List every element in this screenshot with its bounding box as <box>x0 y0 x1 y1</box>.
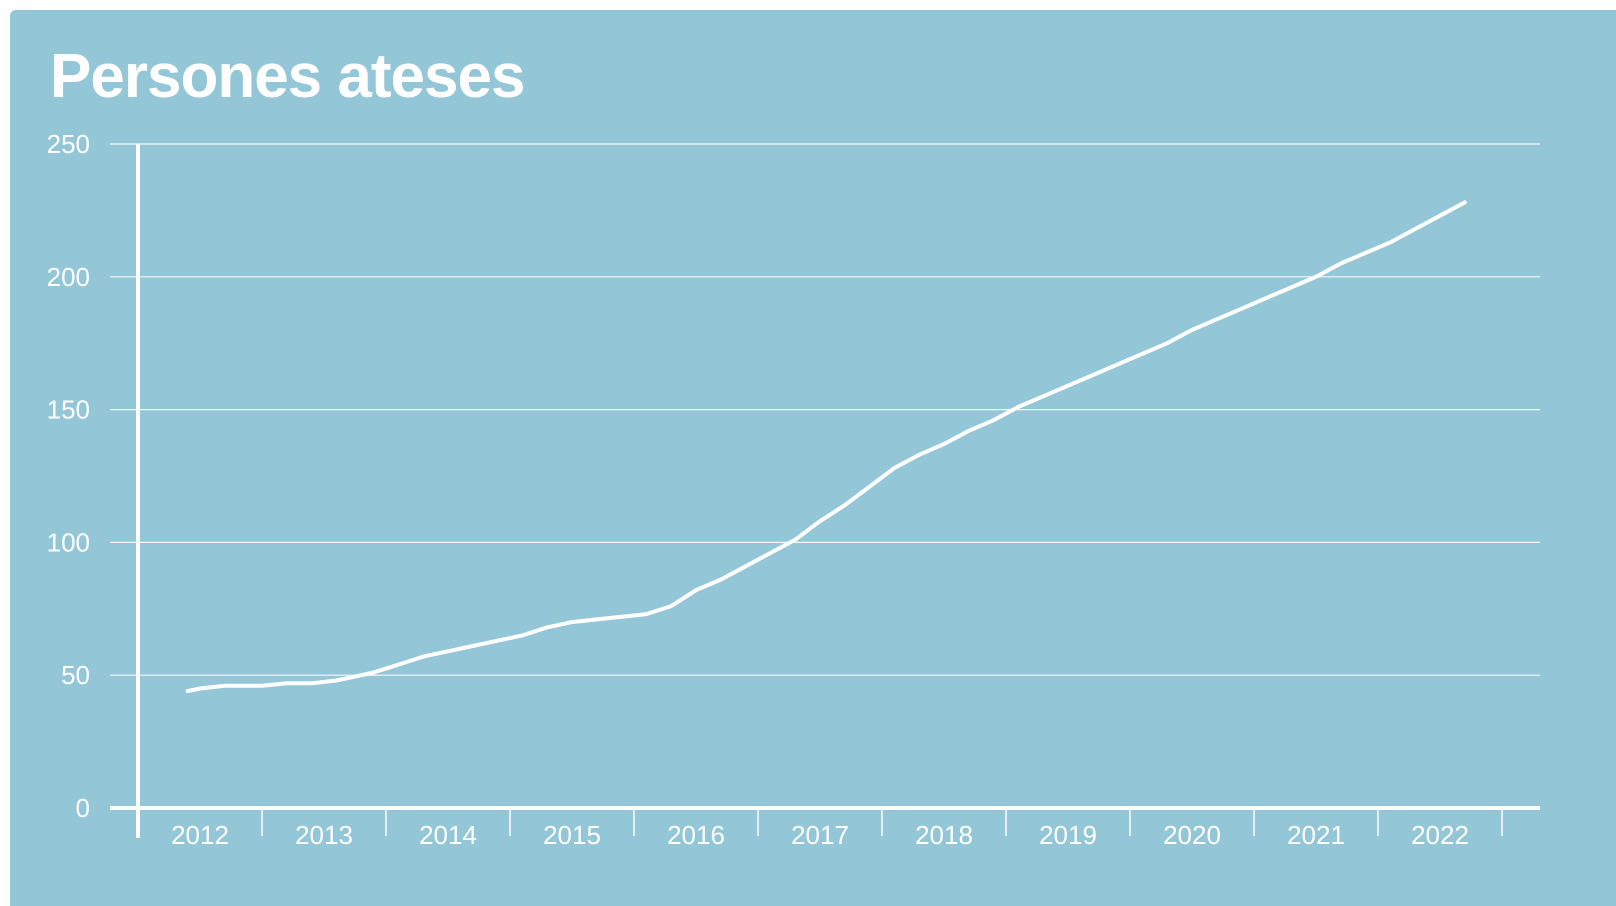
y-tick-label: 100 <box>47 527 90 557</box>
x-tick-label: 2012 <box>171 820 229 850</box>
y-tick-label: 150 <box>47 395 90 425</box>
x-tick-label: 2015 <box>543 820 601 850</box>
y-tick-label: 50 <box>61 660 90 690</box>
x-tick-label: 2022 <box>1411 820 1469 850</box>
x-tick-label: 2017 <box>791 820 849 850</box>
x-tick-label: 2021 <box>1287 820 1345 850</box>
series-line <box>185 200 1467 694</box>
y-tick-label: 250 <box>47 129 90 159</box>
x-tick-label: 2014 <box>419 820 477 850</box>
gridlines <box>110 143 1540 676</box>
x-tick-marks <box>261 808 1503 836</box>
x-tick-label: 2019 <box>1039 820 1097 850</box>
x-tick-label: 2013 <box>295 820 353 850</box>
chart-panel: Persones ateses 0 50 100 150 200 250 2012 2013… <box>10 10 1616 906</box>
y-tick-label: 200 <box>47 262 90 292</box>
line-chart: 0 50 100 150 200 250 2012 2013 2014 2015 2016 2017… <box>47 129 1540 850</box>
y-tick-label: 0 <box>76 793 90 823</box>
y-tick-labels: 0 50 100 150 200 250 <box>47 129 90 823</box>
x-tick-label: 2020 <box>1163 820 1221 850</box>
x-tick-label: 2016 <box>667 820 725 850</box>
x-tick-labels: 2012 2013 2014 2015 2016 2017 2018 2019 2020 2021… <box>171 820 1469 850</box>
x-tick-label: 2018 <box>915 820 973 850</box>
chart-title: Persones ateses <box>50 42 525 111</box>
